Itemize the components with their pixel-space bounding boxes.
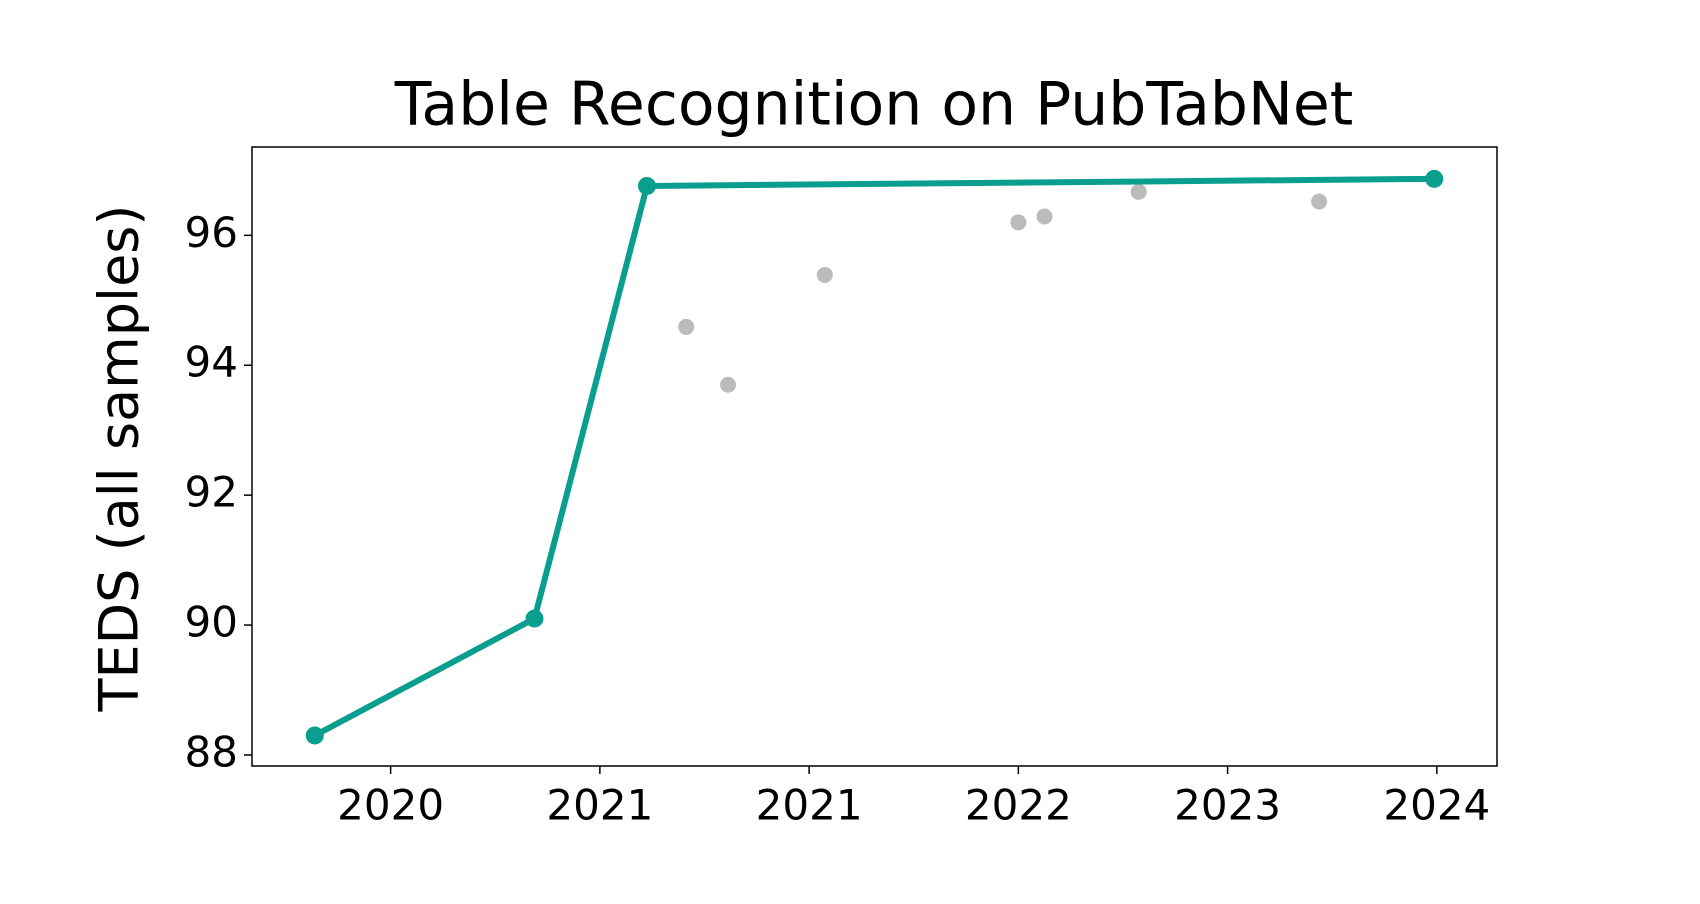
- y-tick-label: 94: [185, 338, 238, 387]
- point: [1010, 214, 1027, 231]
- point: [1036, 208, 1053, 225]
- x-tick-label: 2020: [337, 781, 444, 830]
- y-tick-label: 96: [185, 208, 238, 257]
- point: [637, 176, 656, 195]
- point: [816, 266, 833, 283]
- point: [1130, 183, 1147, 200]
- x-tick-label: 2021: [756, 781, 863, 830]
- point: [305, 726, 324, 745]
- plot-frame: [251, 146, 1498, 767]
- point: [720, 376, 737, 393]
- y-tick-label: 88: [185, 727, 238, 776]
- y-tick-label: 92: [185, 468, 238, 517]
- y-axis-label: TEDS (all samples): [88, 205, 151, 713]
- point: [525, 609, 544, 628]
- x-tick-label: 2024: [1383, 781, 1490, 830]
- line: [313, 175, 1435, 739]
- x-tick-label: 2021: [546, 781, 653, 830]
- x-tick-label: 2022: [965, 781, 1072, 830]
- point: [1311, 193, 1328, 210]
- point: [678, 318, 695, 335]
- chart-title: Table Recognition on PubTabNet: [394, 70, 1354, 140]
- x-tick-label: 2023: [1174, 781, 1281, 830]
- point: [1425, 169, 1444, 188]
- y-tick-label: 90: [185, 598, 238, 647]
